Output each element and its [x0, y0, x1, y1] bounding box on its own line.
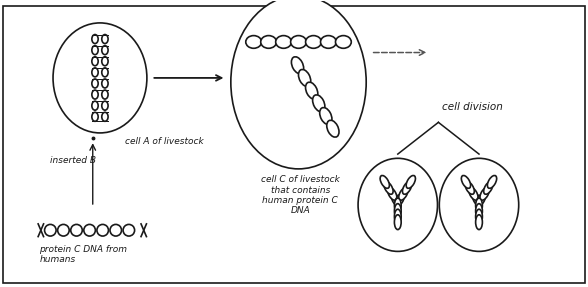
Ellipse shape [102, 68, 108, 77]
Ellipse shape [480, 187, 489, 200]
Ellipse shape [110, 224, 122, 236]
Text: inserted B: inserted B [51, 156, 96, 165]
Ellipse shape [276, 36, 292, 48]
Ellipse shape [473, 193, 482, 206]
Text: protein C DNA from
humans: protein C DNA from humans [39, 245, 128, 264]
Ellipse shape [313, 95, 325, 112]
Ellipse shape [306, 36, 322, 48]
Ellipse shape [462, 175, 470, 188]
Circle shape [358, 158, 437, 251]
Ellipse shape [476, 215, 482, 230]
Ellipse shape [384, 181, 393, 194]
Ellipse shape [231, 0, 366, 169]
Ellipse shape [299, 69, 310, 86]
Ellipse shape [102, 34, 108, 44]
Ellipse shape [58, 224, 69, 236]
Ellipse shape [97, 224, 108, 236]
Ellipse shape [292, 57, 303, 74]
Ellipse shape [92, 57, 98, 66]
Ellipse shape [92, 34, 98, 44]
Ellipse shape [395, 215, 401, 230]
Ellipse shape [92, 112, 98, 121]
Ellipse shape [465, 181, 475, 194]
Ellipse shape [395, 209, 401, 224]
Ellipse shape [402, 181, 412, 194]
Ellipse shape [476, 204, 482, 218]
Ellipse shape [380, 175, 389, 188]
Ellipse shape [320, 36, 336, 48]
Circle shape [53, 23, 147, 133]
Ellipse shape [102, 79, 108, 88]
Text: cell A of livestock: cell A of livestock [125, 137, 204, 146]
Text: cell C of livestock
that contains
human protein C
DNA: cell C of livestock that contains human … [261, 175, 340, 216]
Ellipse shape [102, 57, 108, 66]
Ellipse shape [391, 193, 400, 206]
Ellipse shape [387, 187, 397, 200]
Ellipse shape [476, 193, 486, 206]
Ellipse shape [92, 68, 98, 77]
Ellipse shape [71, 224, 82, 236]
Text: cell division: cell division [442, 102, 503, 112]
Ellipse shape [484, 181, 493, 194]
Ellipse shape [476, 198, 482, 213]
Ellipse shape [406, 175, 416, 188]
Ellipse shape [102, 46, 108, 55]
Circle shape [439, 158, 519, 251]
Ellipse shape [260, 36, 276, 48]
Ellipse shape [92, 101, 98, 110]
Ellipse shape [102, 112, 108, 121]
Ellipse shape [336, 36, 351, 48]
Ellipse shape [395, 193, 405, 206]
Ellipse shape [290, 36, 306, 48]
Ellipse shape [487, 175, 497, 188]
Ellipse shape [92, 46, 98, 55]
Ellipse shape [246, 36, 262, 48]
Ellipse shape [320, 108, 332, 125]
Ellipse shape [395, 198, 401, 213]
Ellipse shape [469, 187, 478, 200]
Ellipse shape [92, 90, 98, 99]
Ellipse shape [84, 224, 95, 236]
Ellipse shape [123, 224, 135, 236]
Ellipse shape [45, 224, 56, 236]
Ellipse shape [476, 209, 482, 224]
Ellipse shape [327, 120, 339, 137]
Ellipse shape [102, 101, 108, 110]
Ellipse shape [306, 82, 318, 99]
Ellipse shape [399, 187, 408, 200]
Ellipse shape [92, 79, 98, 88]
Ellipse shape [102, 90, 108, 99]
Ellipse shape [395, 204, 401, 218]
